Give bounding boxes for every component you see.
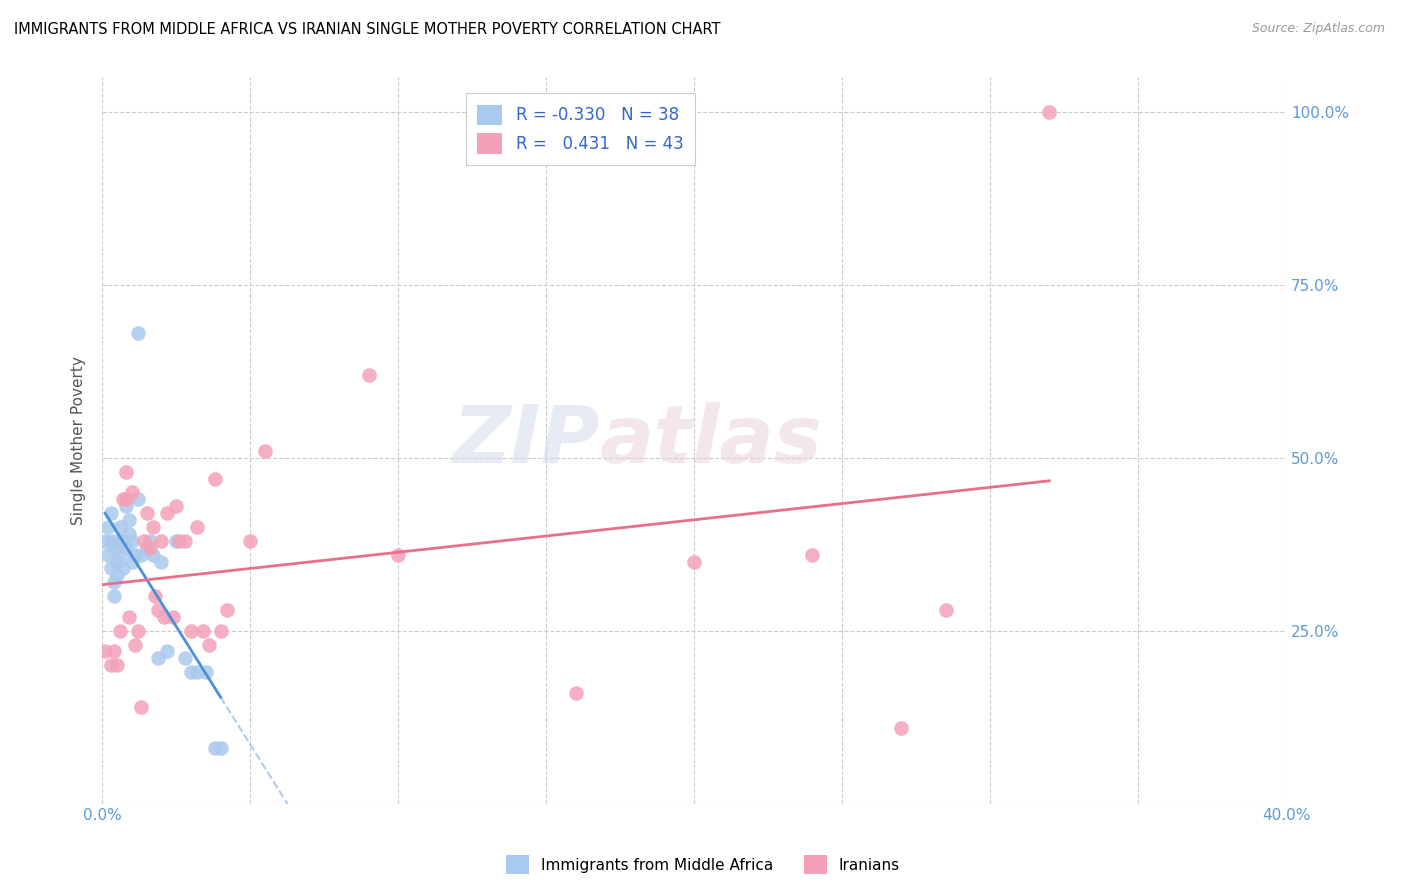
Point bbox=[111, 492, 134, 507]
Point bbox=[127, 326, 149, 341]
Point bbox=[118, 527, 141, 541]
Point bbox=[129, 548, 152, 562]
Point bbox=[115, 541, 138, 555]
Point bbox=[204, 741, 226, 756]
Point bbox=[197, 638, 219, 652]
Point bbox=[215, 603, 238, 617]
Point bbox=[1038, 105, 1060, 120]
Point bbox=[103, 541, 125, 555]
Point bbox=[180, 624, 202, 638]
Point bbox=[111, 561, 134, 575]
Point bbox=[94, 644, 117, 658]
Point bbox=[115, 492, 138, 507]
Point bbox=[180, 665, 202, 680]
Point bbox=[127, 624, 149, 638]
Point bbox=[150, 533, 173, 548]
Point bbox=[121, 533, 143, 548]
Point bbox=[148, 651, 170, 665]
Point bbox=[121, 485, 143, 500]
Point bbox=[105, 568, 128, 582]
Point bbox=[100, 533, 122, 548]
Point bbox=[194, 665, 217, 680]
Point bbox=[124, 638, 146, 652]
Point bbox=[801, 548, 824, 562]
Point bbox=[174, 533, 197, 548]
Legend: Immigrants from Middle Africa, Iranians: Immigrants from Middle Africa, Iranians bbox=[499, 849, 907, 880]
Point bbox=[209, 741, 232, 756]
Point bbox=[150, 555, 173, 569]
Point bbox=[121, 555, 143, 569]
Point bbox=[186, 665, 208, 680]
Legend: R = -0.330   N = 38, R =   0.431   N = 43: R = -0.330 N = 38, R = 0.431 N = 43 bbox=[465, 93, 695, 165]
Point bbox=[138, 533, 160, 548]
Point bbox=[138, 541, 160, 555]
Point bbox=[167, 533, 190, 548]
Point bbox=[683, 555, 706, 569]
Point bbox=[127, 492, 149, 507]
Point bbox=[145, 589, 167, 603]
Text: ZIP: ZIP bbox=[451, 401, 599, 480]
Y-axis label: Single Mother Poverty: Single Mother Poverty bbox=[72, 356, 86, 525]
Point bbox=[103, 575, 125, 590]
Point bbox=[103, 589, 125, 603]
Point bbox=[115, 465, 138, 479]
Point bbox=[186, 520, 208, 534]
Point bbox=[115, 500, 138, 514]
Point bbox=[141, 520, 163, 534]
Point bbox=[132, 533, 155, 548]
Point bbox=[97, 520, 120, 534]
Text: IMMIGRANTS FROM MIDDLE AFRICA VS IRANIAN SINGLE MOTHER POVERTY CORRELATION CHART: IMMIGRANTS FROM MIDDLE AFRICA VS IRANIAN… bbox=[14, 22, 720, 37]
Point bbox=[105, 658, 128, 673]
Point bbox=[357, 368, 380, 382]
Text: atlas: atlas bbox=[599, 401, 823, 480]
Point bbox=[165, 500, 187, 514]
Point bbox=[191, 624, 214, 638]
Point bbox=[253, 443, 276, 458]
Point bbox=[387, 548, 409, 562]
Point bbox=[129, 699, 152, 714]
Point bbox=[118, 610, 141, 624]
Point bbox=[118, 513, 141, 527]
Point bbox=[94, 533, 117, 548]
Point bbox=[105, 555, 128, 569]
Point bbox=[153, 610, 176, 624]
Point bbox=[141, 548, 163, 562]
Point bbox=[156, 506, 179, 520]
Point bbox=[135, 506, 157, 520]
Point bbox=[124, 548, 146, 562]
Point bbox=[204, 472, 226, 486]
Point bbox=[108, 520, 131, 534]
Point bbox=[148, 603, 170, 617]
Point bbox=[174, 651, 197, 665]
Point bbox=[100, 506, 122, 520]
Point bbox=[890, 721, 912, 735]
Point bbox=[156, 644, 179, 658]
Point bbox=[209, 624, 232, 638]
Point bbox=[100, 561, 122, 575]
Point bbox=[105, 533, 128, 548]
Point bbox=[165, 533, 187, 548]
Point bbox=[108, 548, 131, 562]
Point bbox=[564, 686, 586, 700]
Point bbox=[100, 658, 122, 673]
Point bbox=[111, 533, 134, 548]
Point bbox=[108, 624, 131, 638]
Point bbox=[103, 644, 125, 658]
Point bbox=[239, 533, 262, 548]
Point bbox=[162, 610, 184, 624]
Point bbox=[935, 603, 957, 617]
Point bbox=[97, 548, 120, 562]
Text: Source: ZipAtlas.com: Source: ZipAtlas.com bbox=[1251, 22, 1385, 36]
Point bbox=[135, 541, 157, 555]
